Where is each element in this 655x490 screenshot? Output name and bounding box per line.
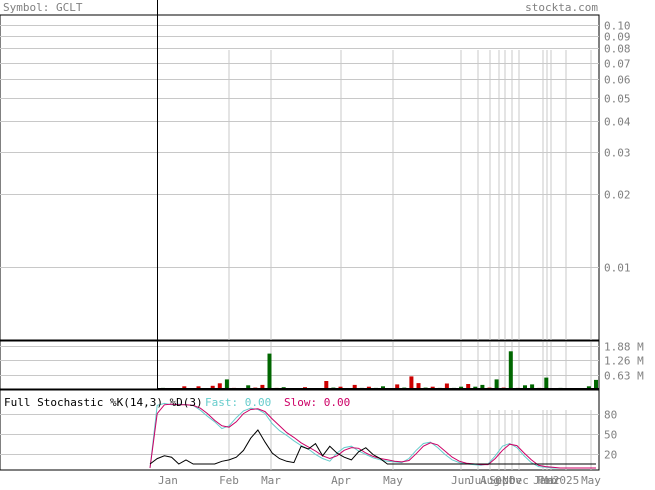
price-panel-frame [0,14,600,341]
x-axis-label: Apr [331,474,351,486]
x-axis-label: Mar [541,474,561,486]
volume-bar [444,383,449,389]
volume-bar [210,385,215,389]
stochastic-tick-label: 80 [604,409,617,422]
volume-bar [586,386,591,389]
volume-bar [430,386,435,389]
volume-bar [224,379,229,389]
stochastic-layer [149,402,596,469]
axis-labels-layer: 0.100.090.08 0.07 0.06 0.05 0.04 0.03 0.02 0.01… [158,20,644,488]
price-tick-label: 0.10 [604,20,631,33]
x-axis-label: Jan [158,474,178,486]
volume-bar [182,386,187,389]
volume-bar [544,377,549,389]
grid-layer [0,25,599,470]
x-axis-label: May [383,474,403,486]
volume-bar [366,386,371,389]
symbol-label: Symbol: GCLT [3,1,83,14]
x-axis-label: Jul [468,474,488,486]
volume-bar [267,353,272,389]
volume-bar [480,384,485,389]
x-axis-label: Mar [261,474,281,486]
x-axis-label: Feb [537,474,557,486]
volume-bar [530,384,535,389]
stochastic-fast-legend: Fast: 0.00 [205,396,271,409]
volume-bar [324,381,329,389]
x-axis-label: Oct [495,474,515,486]
volume-tick-label: 1.88 M [604,341,644,354]
volume-bar [217,383,222,389]
price-tick-label: 0.06 [604,74,631,87]
price-tick-label: 0.01 [604,262,631,275]
volume-bar [416,383,421,389]
stochastic-fast-line [149,402,596,469]
volume-bar [466,384,471,389]
volume-bar [473,386,478,389]
stochastic-panel-frame [0,389,600,471]
x-axis-label: Jan [533,474,553,486]
stochastic-tick-label: 50 [604,429,617,442]
price-tick-label: 0.03 [604,147,631,160]
x-axis-label: Nov [502,474,522,486]
volume-bar [260,384,265,389]
price-tick-label: 0.08 [604,43,631,56]
volume-bar [352,384,357,389]
x-axis-label: May [581,474,601,486]
stochastic-slow-line [149,403,596,469]
volume-bar [409,376,414,389]
stochastic-black-line [149,429,596,465]
stochastic-slow-legend: Slow: 0.00 [284,396,350,409]
volume-bar [523,385,527,389]
price-tick-label: 0.04 [604,116,631,129]
volume-bar [381,386,385,389]
x-axis-label: Dec [509,474,529,486]
volume-bar [594,379,598,389]
volume-layer [157,351,599,389]
stochastic-tick-label: 20 [604,449,617,462]
price-tick-label: 0.07 [604,58,631,71]
x-axis-label: Aug [480,474,500,486]
x-axis-label: 2025 [553,474,580,486]
x-axis-label: Jun [451,474,471,486]
brand-link[interactable]: stockta.com [525,1,598,14]
volume-bar [395,384,400,389]
volume-tick-label: 0.63 M [604,370,644,383]
volume-bar [459,386,464,389]
volume-bar [494,379,499,389]
volume-bar [196,386,201,389]
volume-tick-label: 1.26 M [604,355,644,368]
stochastic-title: Full Stochastic %K(14,3) %D(3) [4,396,203,409]
volume-bar [338,386,343,389]
price-tick-label: 0.05 [604,93,631,106]
volume-bar [246,385,251,389]
volume-bar [508,351,513,389]
price-tick-label: 0.02 [604,189,631,202]
price-tick-label: 0.09 [604,31,631,44]
x-axis-label: Sep [489,474,509,486]
x-axis-label: Feb [219,474,239,486]
